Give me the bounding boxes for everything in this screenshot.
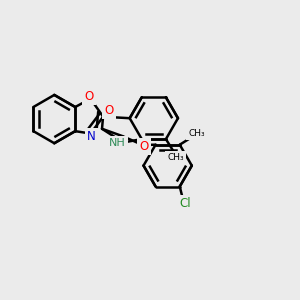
Text: CH₃: CH₃ (188, 129, 205, 138)
Text: Cl: Cl (180, 197, 191, 210)
Text: O: O (84, 90, 94, 103)
Text: N: N (87, 130, 96, 143)
Text: CH₃: CH₃ (167, 153, 184, 162)
Text: NH: NH (109, 138, 126, 148)
Text: O: O (104, 104, 113, 117)
Text: O: O (140, 140, 149, 153)
